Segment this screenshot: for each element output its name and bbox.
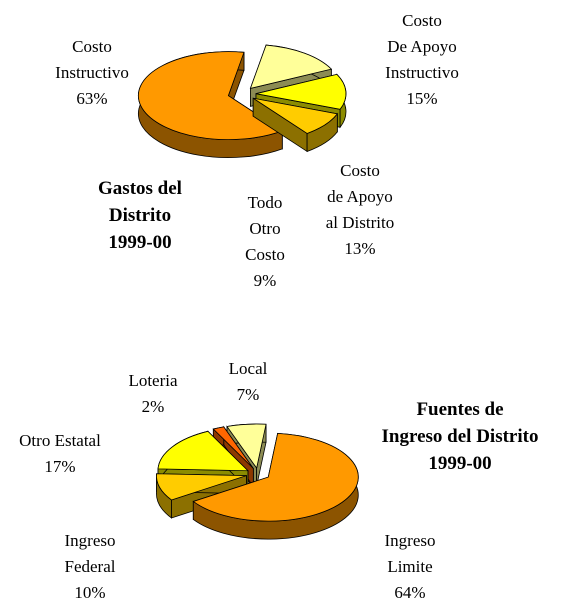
- chart-title: Gastos del Distrito 1999-00: [98, 178, 182, 253]
- slice: [157, 430, 249, 472]
- category-label: Costo Instructivo: [55, 37, 129, 82]
- slice: [138, 51, 284, 158]
- chart-title: Fuentes de Ingreso del Distrito 1999-00: [381, 399, 539, 474]
- slice: [252, 97, 339, 153]
- slice: [249, 44, 333, 89]
- value-label: 13%: [344, 239, 376, 258]
- slice-label: Costo Instructivo 63%: [0, 34, 192, 112]
- value-label: 7%: [236, 385, 260, 404]
- category-label: Ingreso Limite: [384, 531, 436, 576]
- value-label: 17%: [44, 457, 76, 476]
- category-label: Todo Otro Costo: [245, 193, 285, 264]
- slice-label: Costo De Apoyo Instructivo 15%: [322, 8, 522, 112]
- category-label: Costo de Apoyo al Distrito: [325, 161, 395, 232]
- slice: [255, 73, 347, 110]
- category-label: Loteria: [128, 371, 178, 390]
- slice: [156, 473, 247, 519]
- slice: [226, 423, 267, 470]
- slice-label: Ingreso Limite 64%: [310, 528, 510, 605]
- slice-label: Local 7%: [148, 356, 348, 408]
- slice-label: Otro Estatal 17%: [0, 428, 160, 480]
- category-label: Otro Estatal: [19, 431, 101, 450]
- slice-label: Ingreso Federal 10%: [0, 528, 190, 605]
- value-label: 15%: [406, 89, 438, 108]
- slice-label: Todo Otro Costo 9%: [165, 190, 365, 294]
- value-label: 63%: [76, 89, 108, 108]
- slice-label: Costo de Apoyo al Distrito 13%: [260, 158, 460, 262]
- value-label: 2%: [141, 397, 165, 416]
- slice: [192, 432, 359, 522]
- category-label: Local: [228, 359, 268, 378]
- slice: [252, 97, 339, 134]
- slice: [138, 51, 284, 140]
- slice: [192, 432, 359, 540]
- slice: [212, 426, 254, 469]
- value-label: 9%: [253, 271, 277, 290]
- slice: [156, 473, 247, 501]
- slice-label: Loteria 2%: [53, 368, 253, 420]
- value-label: 64%: [394, 583, 426, 602]
- category-label: Ingreso Federal: [64, 531, 116, 576]
- category-label: Costo De Apoyo Instructivo: [385, 11, 459, 82]
- value-label: 10%: [74, 583, 106, 602]
